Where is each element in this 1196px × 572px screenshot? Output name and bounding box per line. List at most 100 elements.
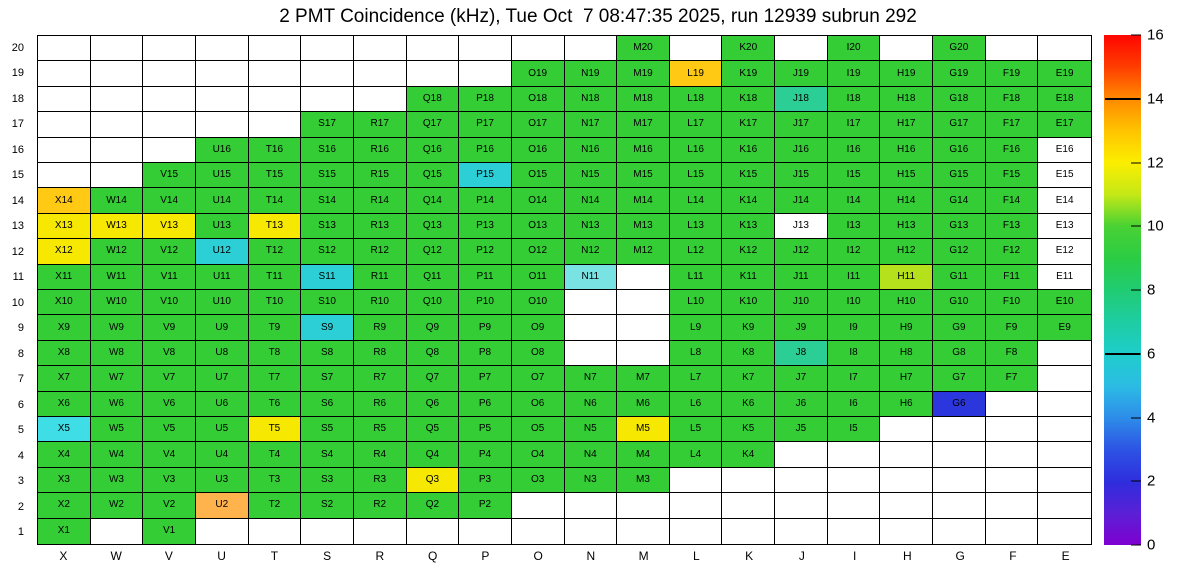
- heatmap-cell: H18: [880, 86, 934, 113]
- heatmap-cell: O9: [511, 315, 565, 341]
- heatmap-cell: L7: [669, 366, 723, 392]
- heatmap-cell: M15: [617, 162, 670, 189]
- heatmap-cell: H13: [880, 213, 934, 240]
- heatmap-cell: F11: [985, 264, 1039, 290]
- heatmap-cell: M19: [617, 61, 670, 87]
- x-axis-label: I: [852, 549, 857, 563]
- heatmap-cell-empty: [564, 493, 618, 519]
- y-axis-label: 3: [17, 475, 24, 488]
- y-axis-label: 12: [11, 245, 24, 258]
- heatmap-cell: R3: [353, 467, 407, 494]
- heatmap-cell: U12: [195, 239, 249, 265]
- heatmap-cell-empty: [1038, 36, 1091, 62]
- heatmap-cell: J10: [775, 289, 828, 316]
- heatmap-cell: L8: [669, 340, 723, 367]
- x-axis-label: O: [533, 549, 543, 563]
- heatmap-cell-empty: [1038, 392, 1091, 417]
- heatmap-cell-empty: [775, 442, 828, 468]
- heatmap-cell-empty: [90, 162, 144, 189]
- heatmap-cell-empty: [1038, 417, 1091, 443]
- heatmap-cell: M20: [617, 36, 670, 62]
- heatmap-cell: K20: [722, 36, 776, 62]
- heatmap-cell: N14: [564, 188, 618, 214]
- heatmap-cell: I18: [827, 86, 881, 113]
- heatmap-cell-empty: [195, 86, 249, 113]
- heatmap-cell: W13: [90, 213, 144, 240]
- heatmap-cell: T2: [248, 493, 302, 519]
- heatmap-cell: G6: [933, 391, 986, 417]
- heatmap-cell-empty: [301, 86, 354, 113]
- heatmap-cell: U11: [195, 264, 249, 290]
- heatmap-cell: V2: [143, 493, 196, 519]
- heatmap-cell: E19: [1038, 61, 1091, 87]
- heatmap-cell-empty: [669, 493, 723, 519]
- heatmap-cell: E10: [1038, 289, 1091, 316]
- heatmap-cell: S17: [301, 112, 354, 138]
- heatmap-cell-empty: [353, 36, 407, 62]
- heatmap-cell: I5: [827, 416, 881, 443]
- heatmap-cell-empty: [459, 36, 512, 62]
- heatmap-cell: O19: [511, 61, 565, 87]
- heatmap-cell: U5: [195, 416, 249, 443]
- heatmap-cell: M14: [617, 188, 670, 214]
- heatmap-cell: Q4: [406, 442, 460, 468]
- x-axis-label: T: [270, 549, 279, 563]
- heatmap-cell-empty: [143, 86, 196, 113]
- heatmap-cell: W8: [90, 340, 144, 367]
- heatmap-cell: I17: [827, 112, 881, 138]
- heatmap-cell-empty: [933, 518, 986, 544]
- heatmap-cell-empty: [195, 61, 249, 87]
- heatmap-cell-empty: [249, 518, 302, 544]
- heatmap-cell-empty: [1038, 442, 1091, 468]
- heatmap-cell: R10: [353, 289, 407, 316]
- heatmap-cell-empty: [1038, 493, 1091, 519]
- heatmap-cell: H19: [880, 61, 934, 87]
- y-axis-label: 4: [17, 449, 24, 462]
- heatmap-cell: L13: [669, 213, 723, 240]
- heatmap-cell-empty: [406, 61, 460, 87]
- heatmap-cell: K18: [722, 86, 776, 113]
- heatmap-cell: I16: [827, 137, 881, 163]
- heatmap-cell: P18: [459, 86, 512, 113]
- x-axis-label: E: [1061, 549, 1070, 563]
- heatmap-cell: I12: [827, 239, 881, 265]
- heatmap-cell: J7: [775, 366, 828, 392]
- heatmap-cell-empty: [828, 518, 881, 544]
- heatmap-cell: H8: [880, 340, 934, 367]
- heatmap-cell-empty: [459, 518, 512, 544]
- heatmap-cell: F9: [985, 315, 1039, 341]
- heatmap-cell-empty: [564, 340, 618, 367]
- colorbar-tick: [1131, 162, 1141, 163]
- heatmap-cell: G15: [933, 162, 986, 189]
- heatmap-cell-empty: [564, 36, 618, 62]
- heatmap-cell: I9: [827, 315, 881, 341]
- heatmap-cell: T10: [248, 289, 302, 316]
- y-axis-label: 20: [11, 41, 24, 54]
- heatmap-cell: G18: [933, 86, 986, 113]
- heatmap-cell: N15: [564, 162, 618, 189]
- heatmap-cell: O18: [511, 86, 565, 113]
- heatmap-cell: N19: [564, 61, 618, 87]
- y-axis-label: 8: [17, 347, 24, 360]
- heatmap-cell: L14: [669, 188, 723, 214]
- heatmap-cell-empty: [143, 137, 196, 163]
- heatmap-cell: J15: [775, 162, 828, 189]
- heatmap-cell: W11: [90, 264, 144, 290]
- heatmap-cell: S4: [301, 442, 354, 468]
- heatmap-cell: X8: [38, 340, 91, 367]
- heatmap-cell: I13: [827, 213, 881, 240]
- heatmap-cell-empty: [985, 36, 1039, 62]
- heatmap-cell: E13: [1038, 213, 1091, 240]
- heatmap-cell-empty: [90, 86, 144, 113]
- heatmap-cell: K11: [722, 264, 776, 290]
- heatmap-cell: U16: [195, 137, 249, 163]
- x-axis-label: X: [59, 549, 68, 563]
- heatmap-cell-empty: [248, 61, 302, 87]
- heatmap-cell-empty: [669, 467, 723, 494]
- heatmap-cell: O6: [511, 391, 565, 417]
- colorbar-tick-label: 2: [1147, 472, 1156, 490]
- heatmap-cell: G14: [933, 188, 986, 214]
- heatmap-cell: X1: [38, 518, 91, 544]
- heatmap-cell: N12: [564, 239, 618, 265]
- heatmap-cell: F10: [985, 289, 1039, 316]
